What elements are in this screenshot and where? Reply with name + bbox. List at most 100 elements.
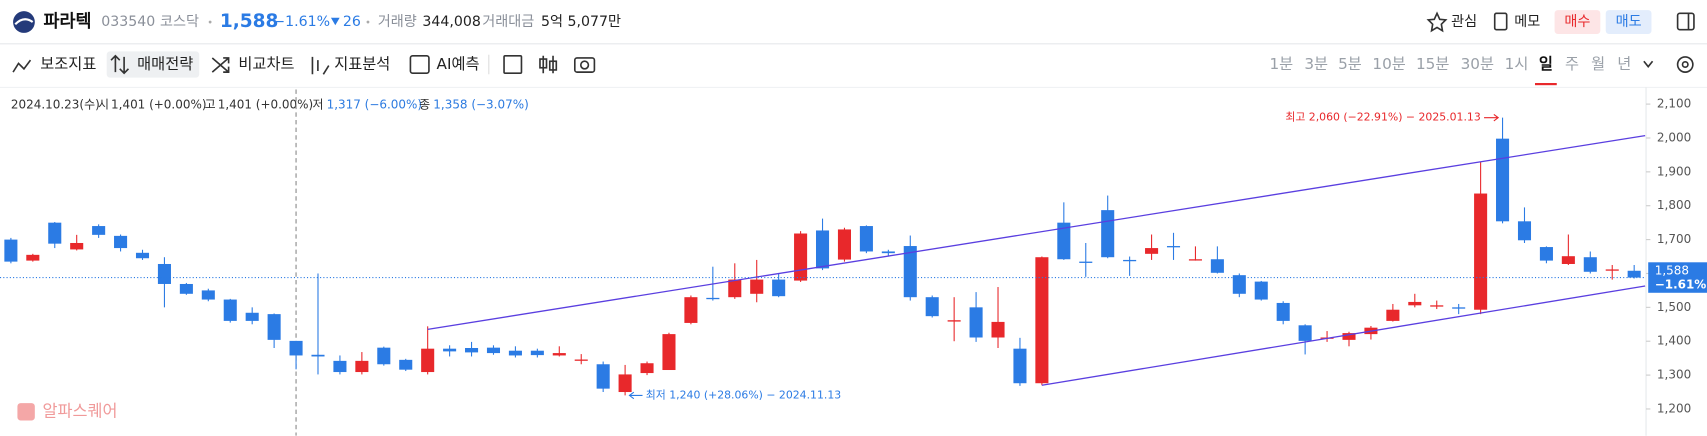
tool-analysis[interactable]: 지표분석	[334, 55, 390, 73]
candle-body	[1166, 246, 1181, 248]
sell-button-bg[interactable]	[1605, 10, 1652, 35]
candle-body	[1232, 275, 1246, 294]
toolbar: 보조지표 매매전략 비교차트 지표분석 AI예측	[12, 51, 1694, 78]
candle-body	[1496, 138, 1510, 222]
candle-icon-body	[539, 58, 548, 69]
candle-body	[92, 226, 106, 235]
annotation: 최저 1,240 (+28.06%) − 2024.11.13	[646, 388, 841, 401]
candle-body	[48, 222, 62, 244]
settings-icon[interactable]	[1676, 56, 1694, 73]
camera-icon[interactable]	[573, 57, 596, 73]
period-tab[interactable]: 10분	[1372, 55, 1405, 73]
tool-ai[interactable]: AI예측	[437, 55, 480, 73]
tool-active-bg[interactable]	[106, 51, 200, 78]
y-tick-label: 2,100	[1657, 97, 1691, 111]
candle-body	[881, 251, 895, 254]
change: 26	[343, 14, 361, 30]
settings-icon-center	[1681, 60, 1689, 69]
candle-body	[289, 340, 303, 356]
candle-body	[135, 252, 150, 259]
price-tag-rate: −1.61%	[1655, 278, 1707, 292]
plot-area: 최고 2,060 (−22.91%) − 2025.01.13 최저 1,240 …	[0, 89, 1647, 436]
candle-body	[311, 354, 325, 357]
period-tab[interactable]: 1시	[1505, 55, 1529, 73]
star-icon[interactable]	[1426, 11, 1448, 33]
sell-button[interactable]: 매도	[1616, 14, 1642, 30]
analysis-icon[interactable]	[311, 56, 330, 75]
candle-body	[267, 314, 281, 340]
buy-button[interactable]: 매수	[1564, 14, 1590, 30]
info-label: 저	[312, 97, 323, 111]
logo	[13, 11, 35, 33]
strategy-icon[interactable]	[110, 54, 130, 75]
panel-icon[interactable]	[1676, 12, 1695, 31]
period-tab[interactable]: 30분	[1461, 55, 1494, 73]
memo-button[interactable]: 메모	[1514, 14, 1540, 30]
candle-body	[530, 350, 544, 356]
compare-icon[interactable]	[211, 57, 230, 73]
candle-body	[1035, 257, 1049, 384]
candle-body	[859, 226, 873, 252]
candle-body	[421, 348, 435, 373]
y-tick-label: 1,400	[1657, 334, 1691, 348]
y-tick-label: 1,500	[1657, 300, 1691, 314]
candle-body	[1430, 305, 1444, 307]
period-tab[interactable]: 15분	[1416, 55, 1449, 73]
candle-body	[486, 347, 501, 354]
candle-body	[1561, 256, 1575, 264]
info-value: 1,358 (−3.07%)	[433, 97, 528, 111]
candle-body	[794, 233, 808, 281]
candle-body	[1188, 259, 1202, 261]
period-tab[interactable]: 1분	[1269, 55, 1293, 73]
tool-compare[interactable]: 비교차트	[238, 55, 294, 73]
candle-body	[70, 242, 84, 250]
favorite-button[interactable]: 관심	[1451, 14, 1477, 30]
ai-icon[interactable]	[409, 54, 430, 75]
candle-body	[574, 359, 588, 361]
tool-strategy[interactable]: 매매전략	[137, 55, 193, 73]
candle-body	[1276, 302, 1290, 321]
candle-body	[223, 299, 237, 321]
annotation-arrow	[628, 391, 643, 400]
period-tab[interactable]: 년	[1617, 55, 1631, 73]
annotation: 최고 2,060 (−22.91%) − 2025.01.13	[1285, 111, 1480, 124]
candle-body	[1057, 222, 1071, 260]
volume: 344,008	[422, 14, 480, 30]
candle-body	[991, 321, 1005, 338]
y-tick-label: 1,800	[1657, 198, 1691, 212]
candle-body	[640, 363, 654, 374]
period-tab[interactable]: 5분	[1338, 55, 1362, 73]
period-selected-underline	[1534, 83, 1557, 86]
candle-body	[114, 235, 128, 249]
period-tab[interactable]: 3분	[1304, 55, 1328, 73]
candle-body	[1254, 281, 1268, 300]
candle-body	[1452, 307, 1466, 309]
indicator-icon[interactable]	[12, 59, 32, 73]
candle-body	[377, 347, 391, 365]
candle-body	[969, 307, 983, 338]
stock-code: 033540	[101, 14, 155, 30]
candle-body	[750, 279, 764, 294]
period-more-icon[interactable]	[1643, 60, 1654, 68]
watermark-icon	[17, 403, 35, 421]
market: 코스닥	[160, 14, 199, 30]
candle-body	[157, 263, 171, 284]
volume-label: 거래량	[378, 14, 417, 30]
logo-mark	[14, 18, 34, 26]
y-tick-label: 1,300	[1657, 368, 1691, 382]
period-tab[interactable]: 주	[1565, 55, 1579, 73]
header: 파라텍 033540 코스닥 1,588 −1.61% 26 거래량 344,0…	[13, 10, 1695, 35]
period-tabs: 1분 3분 5분 10분 15분 30분 1시 일 주 월 년	[1269, 55, 1631, 86]
period-tab[interactable]: 월	[1591, 55, 1605, 73]
change-rate: −1.61%	[273, 14, 330, 30]
draw-rect-icon[interactable]	[503, 54, 523, 75]
period-tab[interactable]: 일	[1539, 55, 1553, 73]
candle-body	[1210, 259, 1224, 273]
candle-body	[1145, 248, 1159, 254]
memo-icon[interactable]	[1493, 12, 1508, 31]
buy-button-bg[interactable]	[1554, 10, 1601, 35]
tool-indicators[interactable]: 보조지표	[40, 55, 96, 73]
candle-body	[1517, 221, 1532, 241]
